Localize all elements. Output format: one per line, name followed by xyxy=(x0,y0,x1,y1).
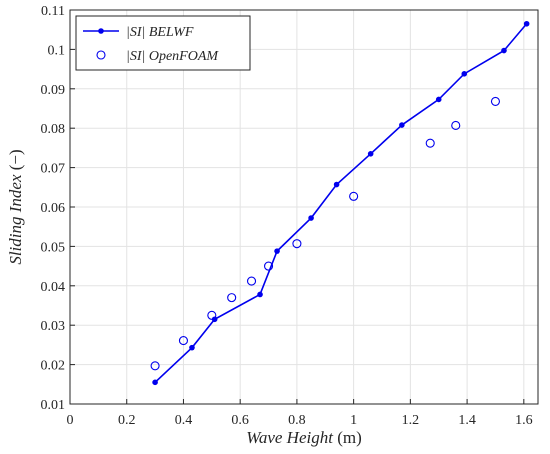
y-tick-label: 0.07 xyxy=(41,162,66,177)
data-point-belwf xyxy=(274,248,280,254)
data-point-belwf xyxy=(189,344,195,351)
y-tick-label: 0.08 xyxy=(41,122,66,137)
data-point-belwf xyxy=(501,47,507,54)
data-point-belwf xyxy=(461,71,468,77)
data-point-openfoam xyxy=(425,138,435,148)
x-tick-label: 0.4 xyxy=(175,413,193,428)
legend: |SI| BELWF |SI| OpenFOAM xyxy=(75,15,251,71)
x-tick-label: 0.8 xyxy=(288,413,306,428)
data-point-openfoam xyxy=(178,336,189,346)
y-axis-label: Sliding Index (−) xyxy=(6,149,25,264)
y-tick-label: 0.11 xyxy=(41,4,65,19)
x-tick-label: 0.6 xyxy=(231,413,249,428)
legend-circle-openfoam xyxy=(96,50,106,60)
data-point-openfoam xyxy=(227,293,237,303)
data-point-openfoam xyxy=(451,120,461,130)
data-point-openfoam xyxy=(490,96,501,106)
grid-lines xyxy=(70,10,538,404)
y-axis-label-text: Sliding Index xyxy=(6,174,25,265)
x-tick-label: 0.2 xyxy=(118,413,136,428)
data-point-openfoam xyxy=(349,191,359,201)
data-point-openfoam xyxy=(207,310,217,320)
data-point-belwf xyxy=(211,316,218,323)
series-line-belwf xyxy=(154,23,528,383)
y-tick-label: 0.09 xyxy=(41,83,66,98)
y-tick-label: 0.02 xyxy=(41,359,66,374)
legend-item-openfoam: |SI| OpenFOAM xyxy=(96,49,219,64)
x-tick-label: 1.2 xyxy=(402,413,420,428)
legend-item-belwf: |SI| BELWF xyxy=(83,25,194,40)
y-tick-label: 0.01 xyxy=(41,398,66,413)
y-axis-label-unit: (−) xyxy=(6,149,25,170)
data-point-openfoam xyxy=(150,361,160,371)
data-point-belwf xyxy=(367,151,374,157)
x-tick-label: 0 xyxy=(67,413,74,428)
data-point-belwf xyxy=(152,379,158,386)
data-point-belwf xyxy=(523,20,530,27)
data-point-openfoam xyxy=(292,239,302,249)
x-tick-label: 1 xyxy=(350,413,357,428)
plot-series xyxy=(150,20,530,386)
x-tick-label: 1.4 xyxy=(458,413,476,428)
data-point-belwf xyxy=(257,291,263,298)
x-axis-label-text: Wave Height xyxy=(246,428,334,447)
legend-label-openfoam: |SI| OpenFOAM xyxy=(126,49,219,64)
data-point-belwf xyxy=(399,122,405,128)
y-tick-label: 0.05 xyxy=(41,240,66,255)
x-axis-label: Wave Height (m) xyxy=(246,428,362,447)
y-tick-label: 0.1 xyxy=(48,43,66,58)
y-tick-label: 0.04 xyxy=(41,280,66,295)
y-tick-label: 0.06 xyxy=(41,201,66,216)
data-point-belwf xyxy=(308,215,314,221)
legend-dot-belwf xyxy=(98,28,104,34)
axis-ticks: 0 0.2 0.4 0.6 0.8 1 1.2 1.4 1.6 0.01 0.02 0.03 0.04 0… xyxy=(41,4,533,428)
data-point-belwf xyxy=(435,96,442,103)
data-point-belwf xyxy=(333,181,340,188)
legend-box xyxy=(75,15,251,71)
x-axis-label-unit: (m) xyxy=(337,428,362,447)
y-tick-label: 0.03 xyxy=(41,319,66,334)
data-point-openfoam xyxy=(263,261,274,271)
legend-label-belwf: |SI| BELWF xyxy=(126,25,194,40)
data-point-openfoam xyxy=(246,276,257,286)
x-tick-label: 1.6 xyxy=(515,413,533,428)
